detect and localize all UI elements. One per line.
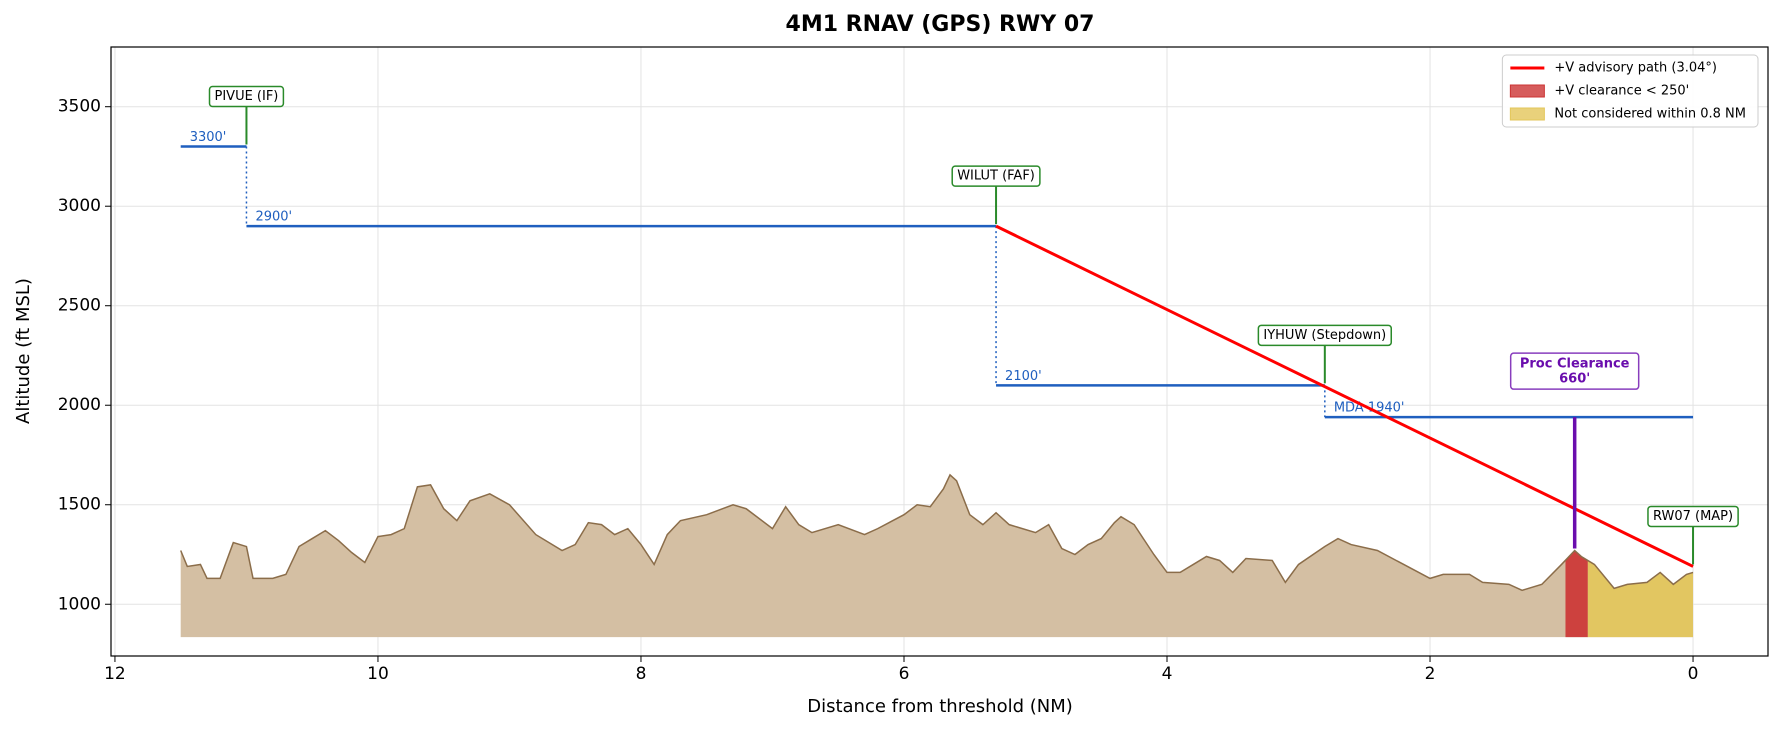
fix-box <box>208 85 285 108</box>
terrain-area <box>180 474 1694 638</box>
legend: +V advisory path (3.04°) +V clearance < 2… <box>1501 54 1759 128</box>
x-tick-label: 10 <box>367 664 389 684</box>
altitude-step-label: 3300' <box>190 130 227 145</box>
fix-box <box>1647 505 1739 528</box>
altitude-step-label: 2900' <box>255 210 292 225</box>
shaded-region <box>1587 474 1694 638</box>
y-tick-label: 2000 <box>58 395 101 415</box>
x-tick-label: 2 <box>1425 664 1436 684</box>
legend-swatch <box>1509 107 1545 121</box>
x-tick-label: 12 <box>104 664 126 684</box>
fix-label: IYHUW (Stepdown) <box>1263 328 1386 343</box>
x-tick-label: 4 <box>1162 664 1173 684</box>
fix-label: WILUT (FAF) <box>957 169 1035 184</box>
x-axis-label: Distance from threshold (NM) <box>807 696 1073 717</box>
x-tick-label: 0 <box>1688 664 1699 684</box>
y-tick-label: 2500 <box>58 296 101 316</box>
y-tick-label: 3500 <box>58 97 101 117</box>
fix-label: PIVUE (IF) <box>215 89 279 104</box>
fix-box <box>1257 324 1393 347</box>
altitude-step-label: 2100' <box>1005 369 1042 384</box>
proc-clearance-value: 660' <box>1559 372 1590 387</box>
chart-title: 4M1 RNAV (GPS) RWY 07 <box>786 12 1095 37</box>
y-axis-label: Altitude (ft MSL) <box>13 278 34 424</box>
terrain-line <box>180 473 1694 592</box>
legend-swatch <box>1509 84 1545 98</box>
y-tick-label: 1500 <box>58 495 101 515</box>
y-tick-label: 3000 <box>58 196 101 216</box>
y-tick-label: 1000 <box>58 594 101 614</box>
plot-frame <box>110 46 1769 657</box>
proc-clearance-label: Proc Clearance <box>1520 357 1630 372</box>
fix-box <box>951 165 1041 187</box>
fix-label: RW07 (MAP) <box>1653 509 1733 524</box>
x-tick-label: 8 <box>636 664 647 684</box>
advisory-path <box>995 224 1694 568</box>
legend-label: +V advisory path (3.04°) <box>1554 61 1717 76</box>
x-tick-label: 6 <box>899 664 910 684</box>
legend-box <box>1501 54 1759 128</box>
legend-label: Not considered within 0.8 NM <box>1554 107 1746 122</box>
proc-clearance-box <box>1509 352 1640 390</box>
legend-label: +V clearance < 250' <box>1554 84 1689 99</box>
shaded-region <box>1565 474 1588 638</box>
